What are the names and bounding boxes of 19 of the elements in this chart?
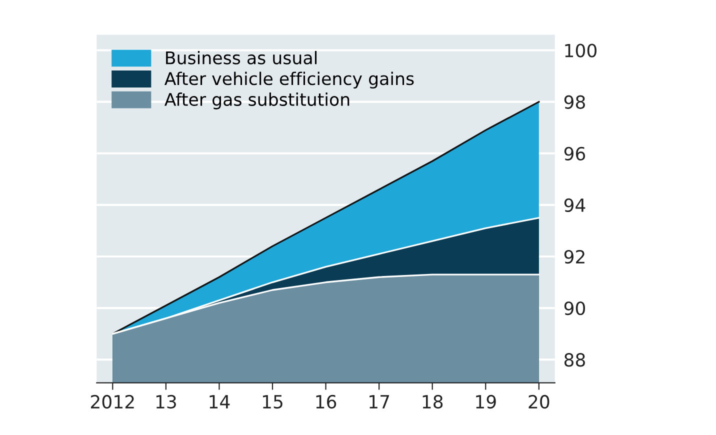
x-tick-label: 14	[210, 395, 230, 408]
x-tick-label: 16	[316, 394, 336, 409]
legend-label: After gas substitution	[164, 92, 350, 110]
x-tick-label: 20	[528, 394, 550, 409]
y-tick-label: 100	[565, 44, 596, 58]
legend-label: After vehicle efficiency gains	[164, 72, 414, 89]
y-tick-label: 92	[564, 250, 584, 264]
y-tick-label: 98	[564, 95, 585, 109]
y-tick-label: 90	[564, 302, 586, 316]
legend-label: Business as usual	[166, 50, 317, 64]
x-tick-label: 2012	[90, 394, 134, 409]
x-tick-label: 19	[476, 394, 496, 409]
y-tick-label: 94	[564, 198, 586, 212]
y-tick-label: 96	[564, 146, 586, 160]
x-tick-label: 17	[370, 395, 390, 408]
x-tick-label: 15	[262, 395, 282, 409]
y-tick-label: 88	[564, 353, 585, 367]
x-tick-label: 18	[422, 394, 443, 409]
x-tick-label: 13	[156, 394, 176, 409]
